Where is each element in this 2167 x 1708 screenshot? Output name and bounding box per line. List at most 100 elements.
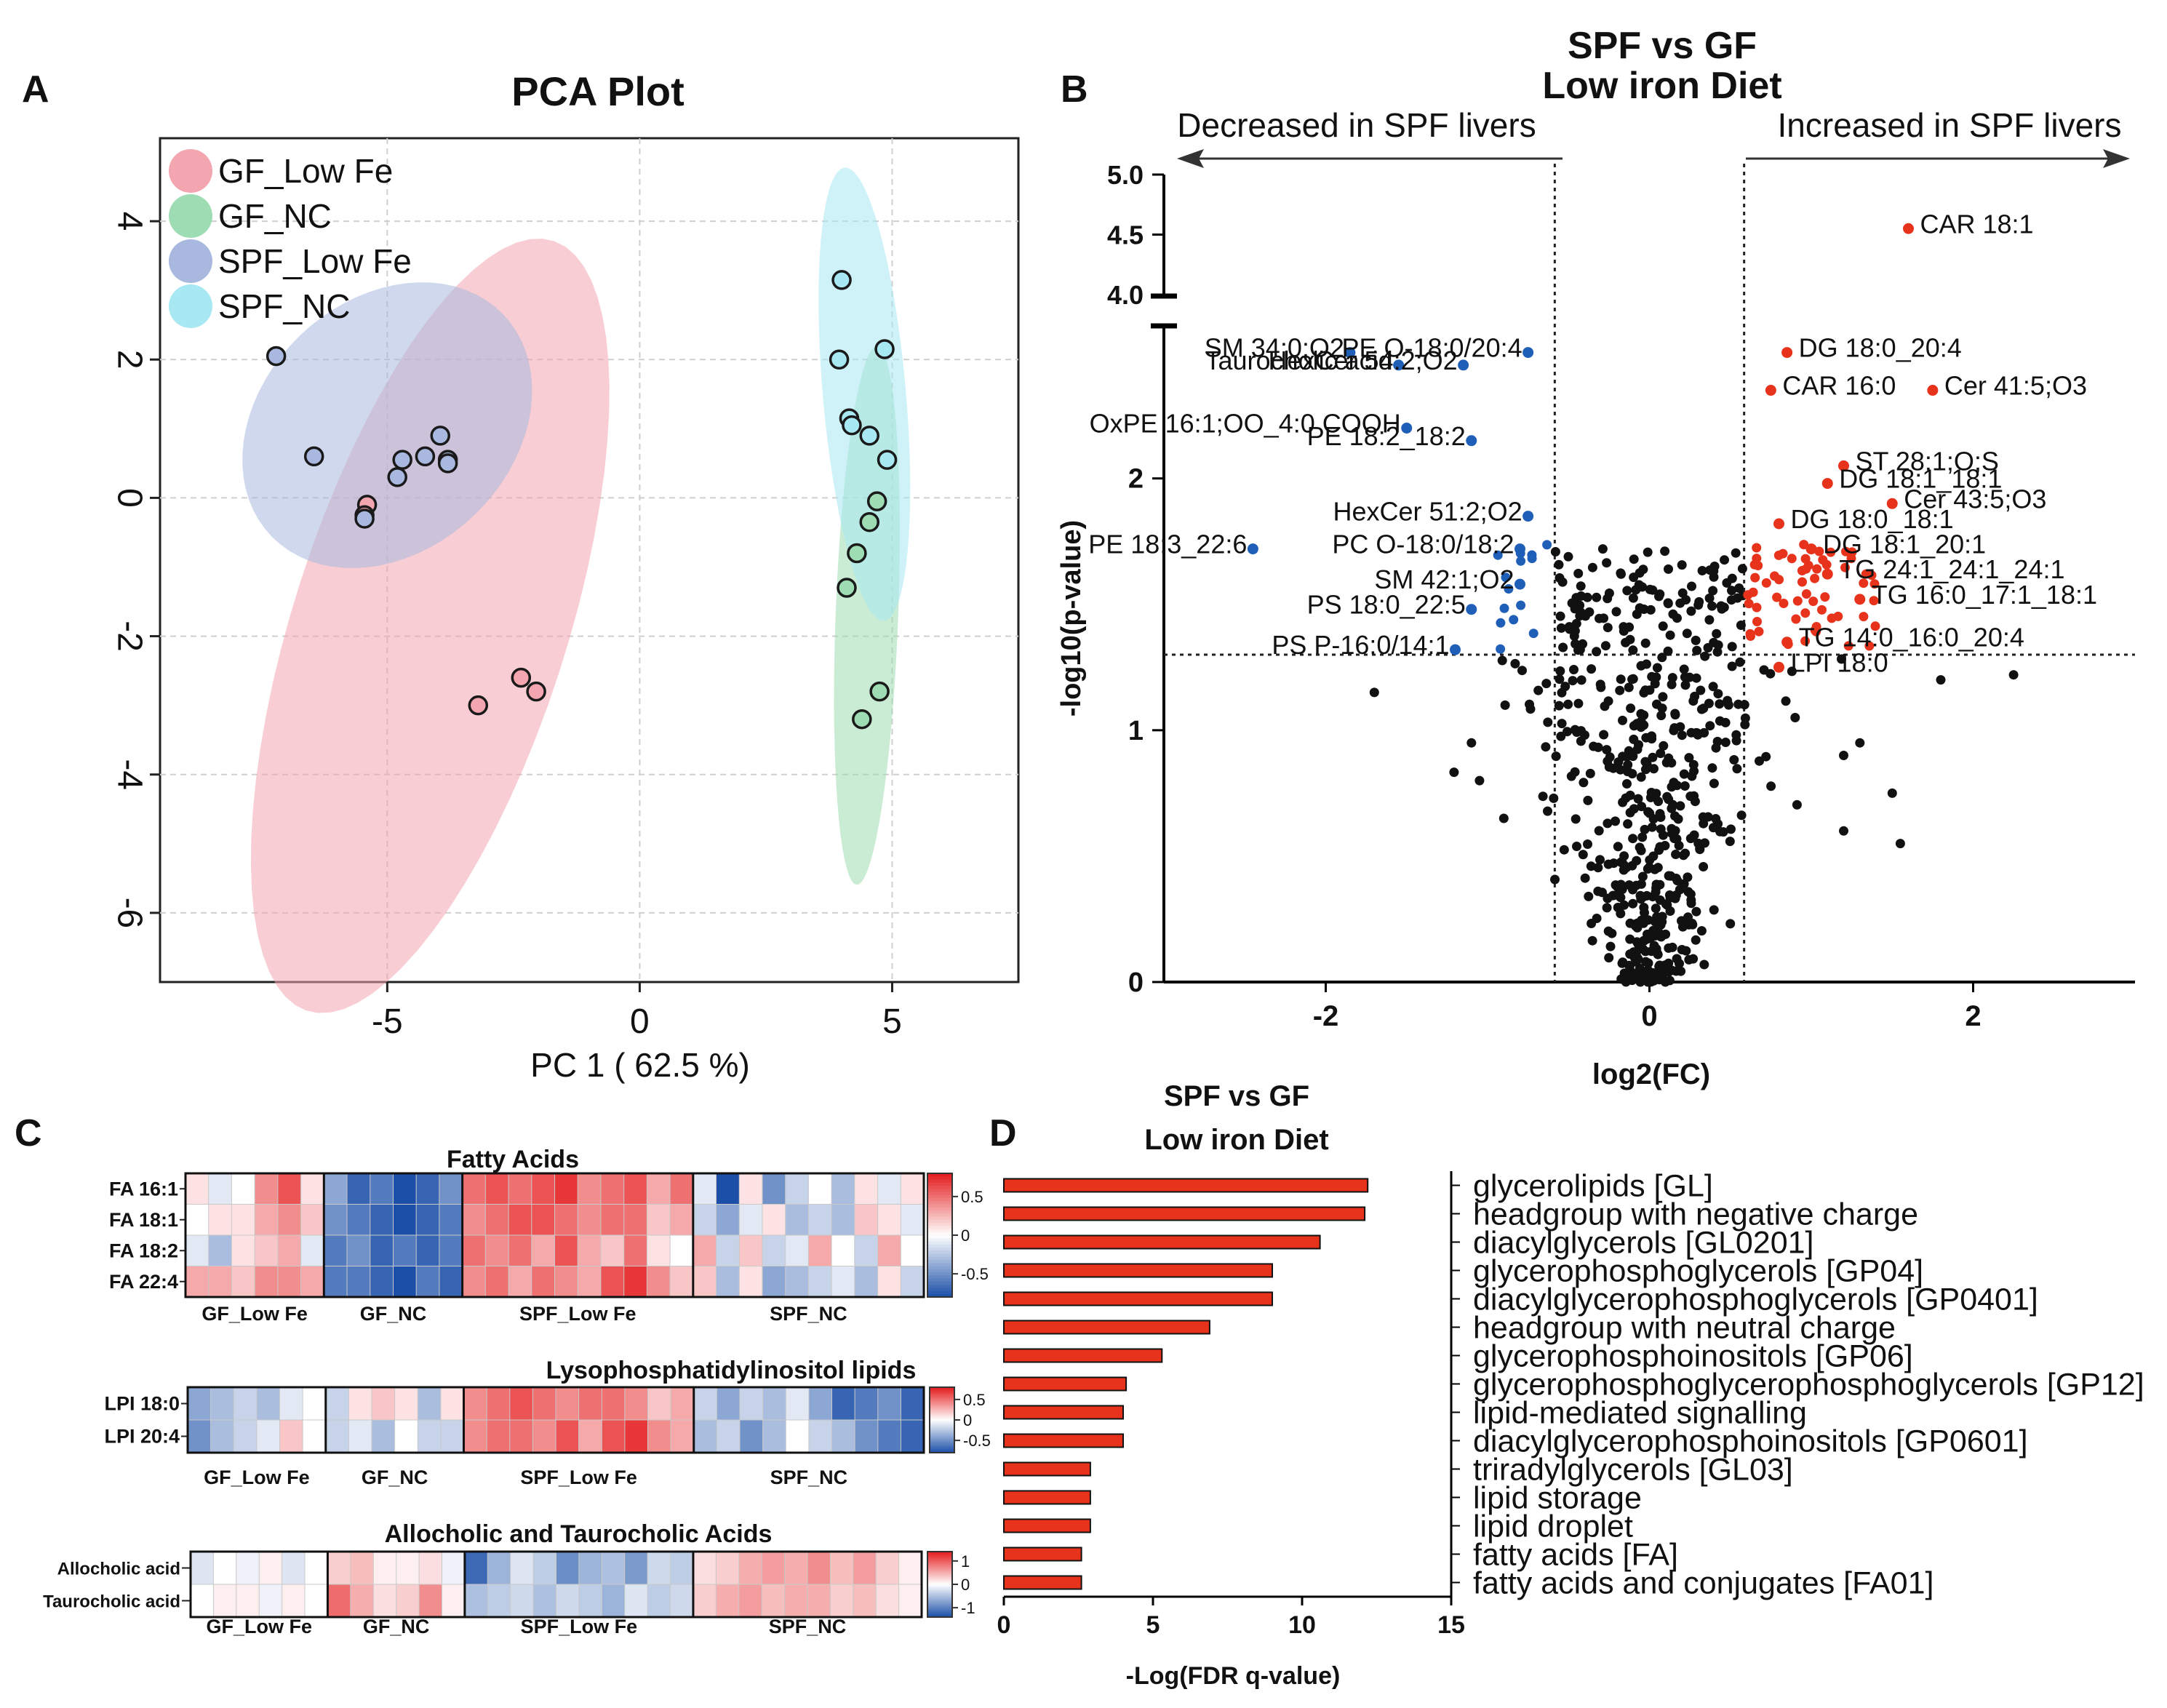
volcano-point-ns <box>1683 887 1693 897</box>
volcano-point-ns <box>1625 807 1635 818</box>
volcano-point-ns <box>1726 824 1736 834</box>
heatmap-cell <box>531 1173 556 1205</box>
enrichment-bar <box>1003 1178 1369 1193</box>
heatmap-cell <box>212 1551 237 1585</box>
heatmap-scale-label: 1 <box>961 1552 970 1571</box>
heatmap-row-label-lpi-20-4: LPI 20:4 <box>104 1426 180 1448</box>
volcano-point-ns <box>1563 699 1573 709</box>
volcano-decreased-label: Decreased in SPF livers <box>1177 106 1536 144</box>
volcano-point-ns <box>1691 635 1701 645</box>
heatmap-scale-step <box>927 1263 952 1267</box>
volcano-y-tick-label-upper: 5.0 <box>1107 160 1144 190</box>
heatmap-cell <box>463 1419 487 1453</box>
volcano-point-ns <box>1645 584 1655 594</box>
volcano-point-ns <box>1648 752 1658 762</box>
volcano-point-ns <box>1700 838 1709 848</box>
heatmap-scale-step <box>927 1552 952 1554</box>
volcano-point-down <box>1528 628 1539 639</box>
heatmap-cell <box>577 1173 602 1205</box>
volcano-point-ns <box>1699 959 1709 970</box>
volcano-point-ns <box>1580 730 1589 740</box>
heatmap-group-label-gf-nc: GF_NC <box>363 1616 430 1637</box>
heatmap-cell <box>624 1584 649 1618</box>
volcano-point-ns <box>1720 717 1731 727</box>
heatmap-frame <box>186 1386 925 1454</box>
heatmap-cell <box>304 1584 329 1618</box>
heatmap-cell <box>854 1386 879 1421</box>
heatmap-group-label-gf-nc: GF_NC <box>362 1466 428 1488</box>
volcano-point-ns <box>1670 826 1680 836</box>
heatmap-scale-step <box>927 1584 952 1587</box>
volcano-point-ns <box>1565 624 1575 634</box>
heatmap-cell <box>647 1551 671 1585</box>
heatmap-scale-step <box>927 1582 952 1585</box>
heatmap-cell <box>785 1266 810 1298</box>
pca-legend: GF_Low Fe GF_NC SPF_Low Fe SPF_NC <box>169 149 412 328</box>
heatmap-cell <box>716 1234 741 1267</box>
heatmap-cell <box>670 1419 695 1453</box>
pca-plot-panel: PCA Plot -5 0 5 4 2 0 -2 -4 -6 GF_Low Fe GF_NC SPF… <box>110 68 1020 1084</box>
heatmap-scale-step <box>930 1426 954 1429</box>
pca-point-spf-low-fe <box>387 467 407 487</box>
volcano-point-ns <box>1555 666 1565 676</box>
volcano-point-ns <box>1557 687 1567 698</box>
heatmap-scale-step <box>930 1407 954 1409</box>
volcano-point-up <box>1847 547 1857 557</box>
heatmap-scale-step <box>927 1579 952 1582</box>
volcano-point-ns <box>1707 763 1717 773</box>
volcano-point-ns <box>1672 613 1682 623</box>
volcano-labelled-point <box>1781 347 1793 359</box>
volcano-point-ns <box>1593 742 1603 752</box>
heatmap-scale-step <box>927 1589 952 1592</box>
heatmap-scale-step <box>927 1241 952 1245</box>
volcano-point-ns <box>1661 757 1672 767</box>
heatmap-cell <box>854 1173 879 1205</box>
volcano-point-ns <box>1667 673 1677 683</box>
heatmap-cell <box>784 1551 808 1585</box>
pca-x-tick-label: -5 <box>372 1002 403 1041</box>
enrichment-category-label: lipid storage <box>1473 1481 1642 1516</box>
heatmap-cell <box>693 1173 717 1205</box>
enrichment-subtitle: Low iron Diet <box>1144 1124 1328 1156</box>
heatmap-scale-step <box>927 1229 952 1233</box>
enrichment-bar <box>1003 1547 1082 1562</box>
heatmap-cell <box>236 1551 260 1585</box>
heatmap-cell <box>462 1173 487 1205</box>
heatmap-scale-step <box>927 1565 952 1567</box>
volcano-point-ns <box>1538 791 1548 802</box>
heatmap-cell <box>762 1266 786 1298</box>
volcano-point-ns <box>1607 928 1617 938</box>
enrichment-bar <box>1003 1206 1366 1221</box>
heatmap-scale-label: 0 <box>961 1226 970 1245</box>
heatmap-cell <box>508 1266 532 1298</box>
volcano-point-ns <box>1617 885 1627 895</box>
volcano-point-ns <box>1555 674 1565 685</box>
heatmap-scale-label: 0 <box>963 1411 972 1429</box>
volcano-point-ns <box>1619 626 1629 636</box>
pca-legend-swatch-spf-nc <box>169 284 212 328</box>
heatmap-cell <box>898 1584 922 1618</box>
heatmap-cell <box>531 1266 556 1298</box>
heatmap-cell <box>508 1234 532 1267</box>
heatmap-scale-step <box>930 1397 954 1400</box>
heatmap-title-lysophosphatidylinositol-lipids: Lysophosphatidylinositol lipids <box>546 1357 917 1384</box>
heatmap-scale-step <box>927 1578 952 1580</box>
heatmap-cell <box>346 1204 371 1236</box>
volcano-point-ns <box>1715 826 1725 837</box>
heatmap-scale-step <box>930 1440 954 1442</box>
heatmap-cell <box>669 1266 694 1298</box>
heatmap-cell <box>254 1173 279 1205</box>
heatmap-scale-step <box>930 1392 954 1394</box>
volcano-point-ns <box>1613 842 1623 852</box>
heatmap-row-label-fa-18-2: FA 18:2 <box>109 1240 178 1261</box>
heatmap-cell <box>716 1173 741 1205</box>
volcano-point-ns <box>1735 657 1745 667</box>
pca-point-gf-low-fe <box>468 695 489 716</box>
heatmap-cell <box>578 1551 603 1585</box>
volcano-point-up <box>1859 578 1869 588</box>
volcano-point-ns <box>1665 630 1675 640</box>
heatmap-cell <box>396 1551 420 1585</box>
heatmap-cell <box>185 1234 209 1267</box>
volcano-point-ns <box>1640 824 1650 834</box>
volcano-point-ns <box>1525 704 1536 714</box>
